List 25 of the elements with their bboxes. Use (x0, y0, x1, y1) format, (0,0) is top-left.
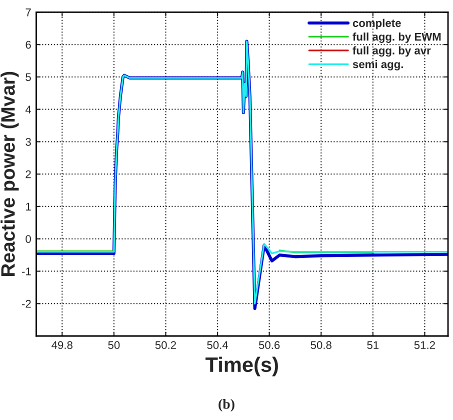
y-tick-label: 0 (26, 235, 31, 243)
y-tick-label: 6 (26, 40, 31, 49)
x-tick-label: 50.8 (310, 341, 332, 350)
y-tick-label: 4 (25, 106, 32, 114)
y-tick-label: 2 (26, 170, 31, 178)
y-tick-label: -2 (22, 300, 31, 308)
x-axis-title: Time(s) (206, 356, 278, 376)
text: (b) (218, 399, 234, 412)
x-tick-label: 50.4 (207, 341, 228, 350)
legend-label: full agg. by avr (352, 46, 431, 57)
x-tick-label: 50.6 (258, 341, 280, 350)
x-tick-label: 51.2 (414, 341, 435, 350)
legend-label: full agg. by EWM (352, 32, 441, 43)
x-tick-label: 49.8 (52, 341, 72, 350)
legend-label: complete (352, 18, 401, 30)
y-tick-label: 3 (26, 138, 31, 146)
x-tick-label: 50 (108, 341, 120, 350)
y-tick-label: 5 (26, 73, 31, 82)
x-tick-label: 50.2 (155, 341, 176, 350)
y-tick-label: -1 (22, 268, 31, 276)
y-tick-label: 1 (26, 202, 31, 210)
y-tick-label: 7 (26, 8, 31, 16)
x-tick-label: 51 (367, 341, 379, 350)
y-axis-title: Reactive power (Mvar) (0, 72, 19, 276)
legend-label: semi agg. (352, 60, 403, 70)
